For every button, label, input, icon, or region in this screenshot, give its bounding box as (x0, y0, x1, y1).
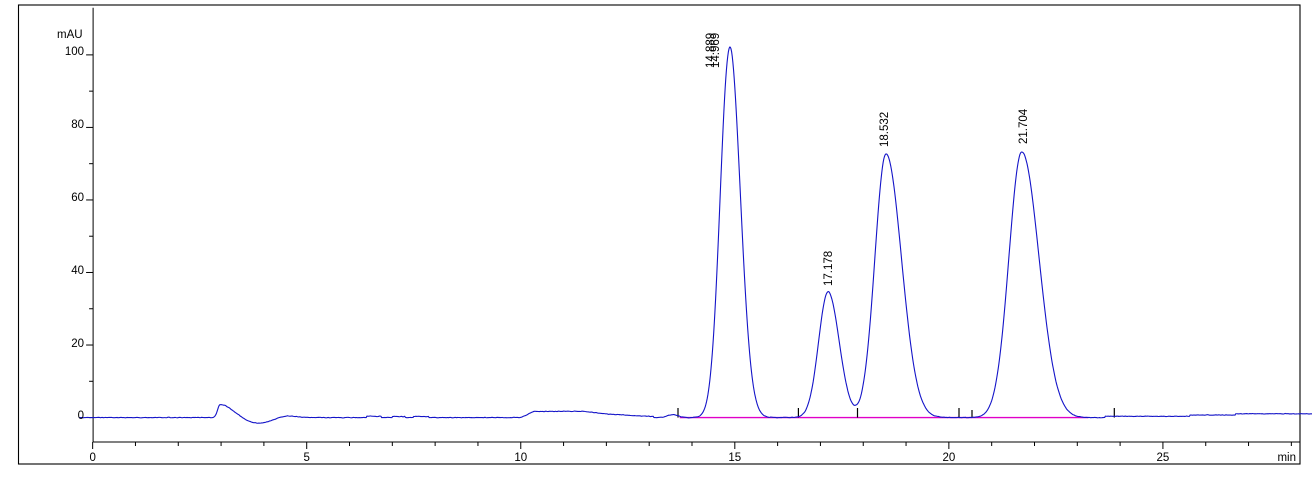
svg-text:0: 0 (89, 452, 95, 464)
svg-text:10: 10 (514, 452, 527, 464)
svg-text:mAU: mAU (57, 29, 83, 41)
svg-text:100: 100 (65, 46, 84, 58)
svg-text:80: 80 (71, 119, 84, 131)
svg-text:17.178: 17.178 (823, 251, 835, 286)
svg-text:5: 5 (303, 452, 309, 464)
svg-text:60: 60 (71, 192, 84, 204)
svg-text:20: 20 (942, 452, 955, 464)
svg-text:25: 25 (1157, 452, 1170, 464)
svg-text:21.704: 21.704 (1018, 108, 1030, 144)
svg-text:min: min (1277, 452, 1296, 464)
svg-text:15: 15 (728, 452, 741, 464)
svg-text:18.532: 18.532 (879, 112, 891, 147)
svg-text:14.969: 14.969 (710, 33, 722, 68)
svg-text:20: 20 (71, 338, 84, 350)
svg-text:40: 40 (71, 265, 84, 277)
svg-text:0: 0 (78, 410, 84, 422)
